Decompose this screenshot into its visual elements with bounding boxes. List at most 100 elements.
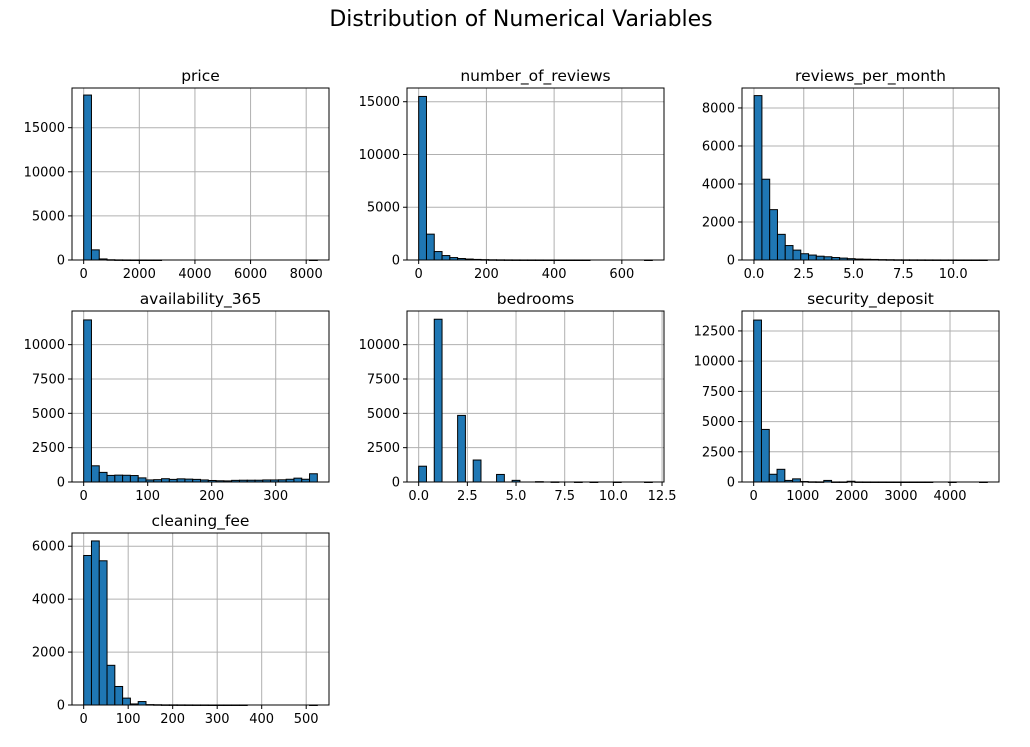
y-tick-label: 7500 [367,372,400,387]
histogram-bar [760,428,770,483]
x-axis: 0 100 200 300 [80,482,288,504]
y-axis: 0 2500 5000 7500 10000 [24,338,72,491]
y-tick-label: 7500 [702,385,735,400]
x-tick-label: 12.5 [648,489,677,504]
y-tick-label: 0 [57,699,65,714]
x-tick-label: 0 [80,267,88,282]
histogram-bar [418,95,427,261]
x-tick-label: 4000 [178,267,211,282]
x-tick-label: 100 [116,712,141,727]
y-tick-label: 0 [392,254,400,269]
panel-security_deposit: security_deposit 0 1000 2000 3000 4000 0 2500 50… [694,290,1000,504]
x-tick-label: 200 [199,489,224,504]
histogram-bar [815,255,825,261]
panel-title: number_of_reviews [460,67,610,86]
y-tick-label: 5000 [32,407,65,422]
histogram-bar [129,475,139,483]
histogram-bar [776,233,786,261]
y-tick-label: 0 [57,254,65,269]
y-axis: 0 2500 5000 7500 10000 [359,338,407,491]
histogram-bar [90,540,100,706]
y-axis: 0 2500 5000 7500 10000 12500 [694,324,742,491]
panel-title: availability_365 [140,290,262,309]
y-axis: 0 5000 10000 15000 [24,121,72,269]
x-tick-label: 5.0 [506,489,527,504]
x-axis: 0 100 200 300 400 500 [80,705,319,727]
histogram-bar [472,459,482,483]
y-tick-label: 5000 [32,209,65,224]
x-tick-label: 200 [474,267,499,282]
y-axis: 0 5000 10000 15000 [359,95,407,269]
histogram-bar [769,209,778,261]
histogram-bar [753,319,762,483]
x-tick-label: 0 [80,712,88,727]
panel-title: price [181,67,220,85]
panel-availability_365: availability_365 0 100 200 300 0 2500 5000 7500 1… [24,290,330,504]
histogram-bar [768,473,778,483]
histogram-bar [425,233,435,261]
x-axis: 0 1000 2000 3000 4000 [750,482,967,504]
panel-bedrooms: bedrooms 0.0 2.5 5.0 7.5 10.0 12.5 0 2500 5000 750… [359,290,677,504]
x-tick-label: 4000 [933,489,966,504]
y-tick-label: 12500 [694,324,735,339]
x-tick-label: 500 [294,712,319,727]
panel-title: reviews_per_month [795,67,946,86]
x-tick-label: 300 [263,489,288,504]
axes-frame [71,87,330,261]
y-tick-label: 10000 [694,355,735,370]
histogram-bar [433,251,443,261]
histogram-bar [83,554,92,706]
x-tick-label: 2000 [123,267,156,282]
x-tick-label: 6000 [234,267,267,282]
panel-title: bedrooms [497,290,574,308]
x-tick-label: 100 [135,489,160,504]
x-axis: 0 200 400 600 [415,260,634,282]
panel-title: security_deposit [807,290,934,309]
x-tick-label: 2.5 [793,267,814,282]
x-tick-label: 2.5 [457,489,478,504]
x-tick-label: 1000 [786,489,819,504]
histogram-bar [776,468,786,483]
histogram-bar [753,95,763,261]
panel-number_of_reviews: number_of_reviews 0 200 400 600 0 5000 10000 150… [359,67,665,282]
y-tick-label: 8000 [702,101,735,116]
y-tick-label: 7500 [32,372,65,387]
panel-title: cleaning_fee [152,512,250,531]
histogram-bar [457,414,466,483]
histogram-bar [433,318,443,483]
y-tick-label: 0 [57,476,65,491]
y-tick-label: 6000 [32,540,65,555]
x-tick-label: 0.0 [744,267,765,282]
y-tick-label: 15000 [24,121,65,136]
x-tick-label: 400 [542,267,567,282]
x-tick-label: 5.0 [843,267,864,282]
histogram-bar [98,471,108,483]
histogram-bar [784,245,794,261]
figure-title: Distribution of Numerical Variables [329,7,712,32]
x-tick-label: 10.0 [939,267,968,282]
histogram-bar [808,254,817,261]
y-tick-label: 2000 [702,215,735,230]
histogram-bar [137,701,147,706]
y-tick-label: 5000 [367,201,400,216]
histogram-bar [90,465,100,483]
y-axis: 0 2000 4000 6000 8000 [702,101,742,269]
x-tick-label: 200 [160,712,185,727]
histogram-bar [106,664,116,706]
axes-frame [71,310,330,483]
x-tick-label: 2000 [835,489,868,504]
x-tick-label: 10.0 [599,489,628,504]
axes-frame [406,310,665,483]
y-tick-label: 0 [727,254,735,269]
y-tick-label: 5000 [702,415,735,430]
histogram-bar [98,560,108,706]
histogram-bar [137,477,147,483]
histogram-bar [761,178,771,261]
panel-cleaning_fee: cleaning_fee 0 100 200 300 400 500 0 2000 4000 600… [32,512,330,727]
x-tick-label: 600 [609,267,634,282]
y-tick-label: 10000 [24,165,65,180]
x-tick-label: 400 [249,712,274,727]
y-tick-label: 2500 [367,441,400,456]
